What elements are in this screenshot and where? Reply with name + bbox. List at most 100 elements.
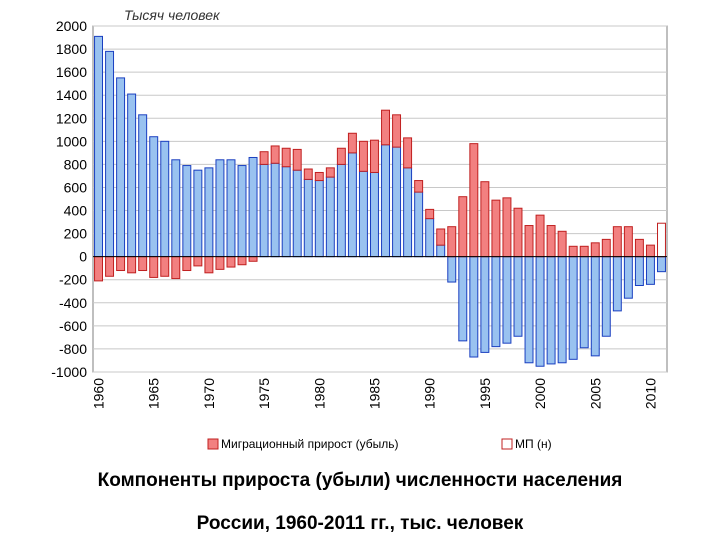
- x-tick-label: 1995: [477, 378, 493, 409]
- bar-series-1: [94, 35, 104, 258]
- y-tick-label: -800: [59, 341, 87, 357]
- bar-series-1: [546, 256, 556, 365]
- bar-series-1: [105, 50, 115, 258]
- y-tick-label: -1000: [51, 364, 87, 380]
- bar-migration: [193, 256, 203, 267]
- bar-series-1: [436, 244, 446, 258]
- bar-migration: [535, 214, 545, 258]
- x-tick-label: 2000: [532, 378, 548, 409]
- bar-migration: [491, 199, 501, 258]
- x-tick-label: 1980: [311, 378, 327, 409]
- bar-series-1: [535, 256, 545, 367]
- bar-migration: [480, 181, 490, 258]
- legend-swatch-migration: [207, 438, 219, 450]
- bar-migration: [138, 256, 148, 272]
- bar-migration: [447, 226, 457, 258]
- bar-series-1: [480, 256, 490, 353]
- bar-series-1: [623, 256, 633, 299]
- y-tick-label: -400: [59, 295, 87, 311]
- bar-migration: [623, 226, 633, 258]
- bar-series-1: [601, 256, 611, 337]
- bar-migration: [590, 242, 600, 258]
- bar-series-1: [579, 256, 589, 349]
- bar-series-1: [524, 256, 534, 364]
- y-axis-ticks: 2000180016001400120010008006004002000-20…: [51, 18, 87, 380]
- bar-series-1: [347, 152, 357, 258]
- bar-series-1: [392, 146, 402, 258]
- x-tick-label: 1985: [366, 378, 382, 409]
- y-tick-label: 600: [64, 179, 88, 195]
- bar-migration: [513, 207, 523, 258]
- bar-series-1: [557, 256, 567, 364]
- bar-migration: [381, 109, 390, 146]
- bar-migration: [358, 140, 368, 172]
- bar-series-1: [634, 256, 644, 287]
- bar-series-1: [336, 163, 346, 258]
- bar-series-1: [370, 171, 379, 258]
- bar-migration: [645, 244, 655, 258]
- bar-migration: [436, 228, 446, 246]
- bar-migration: [336, 147, 346, 165]
- bar-migration: [292, 148, 302, 171]
- bar-migration: [601, 238, 611, 258]
- bar-migration: [403, 137, 413, 169]
- bar-migration: [160, 256, 170, 277]
- bars: [94, 35, 666, 367]
- bar-migration: [370, 139, 379, 173]
- bar-series-1: [403, 167, 413, 258]
- x-tick-label: 2005: [587, 378, 603, 409]
- bar-series-1: [513, 256, 523, 337]
- bar-series-1: [447, 256, 457, 283]
- y-tick-label: 1600: [56, 64, 87, 80]
- legend-swatch-mp: [501, 438, 513, 450]
- y-tick-label: 200: [64, 226, 88, 242]
- bar-migration: [94, 256, 104, 282]
- bar-migration: [557, 230, 567, 258]
- bar-migration: [270, 145, 280, 164]
- y-tick-label: 1400: [56, 87, 87, 103]
- bar-series-1: [568, 256, 578, 360]
- bar-series-1: [358, 170, 368, 258]
- caption-line-2: России, 1960-2011 гг., тыс. человек: [196, 513, 524, 534]
- bar-migration: [226, 256, 236, 268]
- bar-series-1: [248, 156, 258, 258]
- bar-series-1: [645, 256, 655, 285]
- legend: Миграционный прирост (убыль) МП (н): [207, 437, 552, 451]
- bar-series-1: [303, 178, 313, 258]
- bar-migration: [458, 196, 468, 258]
- bar-migration: [105, 256, 115, 277]
- bar-migration: [281, 147, 291, 168]
- bar-series-1: [116, 77, 126, 258]
- bar-migration: [568, 245, 578, 258]
- bar-series-1: [204, 167, 214, 258]
- y-tick-label: -200: [59, 272, 87, 288]
- bar-mp: [657, 222, 666, 258]
- bar-migration: [325, 167, 335, 178]
- bar-series-1: [314, 180, 324, 258]
- legend-label-migration: Миграционный прирост (убыль): [221, 437, 399, 451]
- bar-series-1: [612, 256, 622, 312]
- bar-series-1: [469, 256, 479, 358]
- bar-series-1: [425, 218, 435, 258]
- bar-migration: [248, 256, 258, 262]
- bar-series-1: [590, 256, 600, 357]
- bar-migration: [149, 256, 159, 278]
- legend-label-mp: МП (н): [515, 437, 552, 451]
- bar-migration: [347, 132, 357, 154]
- y-tick-label: 1000: [56, 133, 87, 149]
- y-tick-label: 1200: [56, 110, 87, 126]
- y-tick-label: 1800: [56, 41, 87, 57]
- y-tick-label: 2000: [56, 18, 87, 34]
- bar-series-1: [138, 114, 148, 258]
- bar-series-1: [160, 140, 170, 258]
- bar-series-1: [193, 169, 203, 258]
- bar-series-1: [657, 256, 666, 273]
- bar-series-1: [259, 163, 269, 258]
- bar-migration: [634, 238, 644, 258]
- y-tick-label: 800: [64, 156, 88, 172]
- bar-series-1: [171, 159, 181, 258]
- bar-series-1: [149, 136, 159, 258]
- bar-migration: [204, 256, 214, 274]
- x-axis-ticks: 1960 1965 1970 1975 1980 1985 1990 1995 2000 2005…: [91, 378, 659, 409]
- x-tick-label: 1960: [91, 378, 107, 409]
